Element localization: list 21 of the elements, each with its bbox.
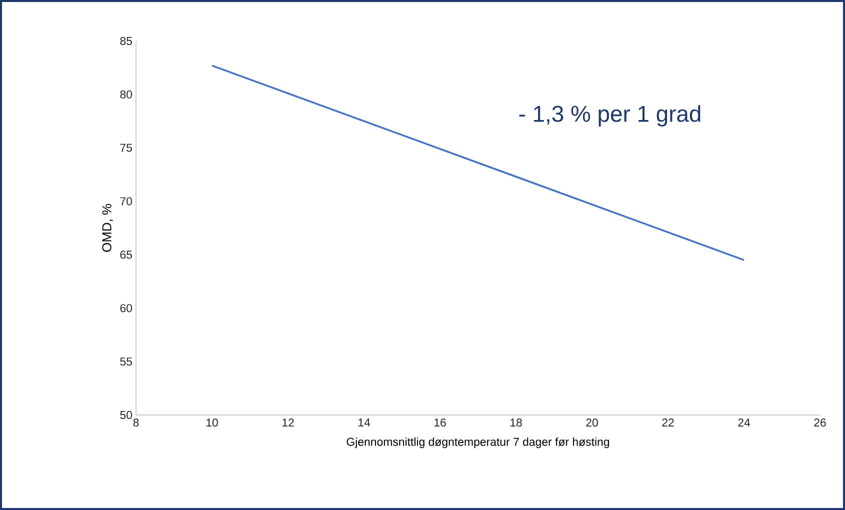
x-axis-title: Gjennomsnittlig døgntemperatur 7 dager før høsting bbox=[346, 437, 610, 448]
y-tick-label: 50 bbox=[120, 410, 132, 420]
y-tick-label: 70 bbox=[120, 197, 132, 206]
annotation: - 1,3 % per 1 grad bbox=[519, 105, 700, 126]
y-tick-label: 85 bbox=[120, 36, 132, 46]
x-tick-label: 22 bbox=[662, 418, 674, 427]
y-tick-label: 75 bbox=[120, 144, 132, 152]
y-tick-label: 80 bbox=[120, 90, 132, 98]
x-tick-label: 12 bbox=[282, 418, 294, 427]
y-tick-label: 65 bbox=[120, 250, 132, 259]
y-axis-title: OMD, % bbox=[102, 204, 113, 252]
x-tick-label: 26 bbox=[814, 418, 826, 427]
x-tick-label: 8 bbox=[133, 418, 139, 427]
x-tick-label: 10 bbox=[206, 418, 218, 427]
x-tick-label: 24 bbox=[738, 418, 750, 427]
y-tick-label: 60 bbox=[120, 304, 132, 312]
x-tick-label: 18 bbox=[510, 418, 522, 427]
x-tick-label: 14 bbox=[358, 418, 370, 426]
x-tick-label: 16 bbox=[434, 418, 446, 427]
x-tick-label: 20 bbox=[586, 418, 598, 427]
y-tick-label: 55 bbox=[120, 358, 132, 366]
